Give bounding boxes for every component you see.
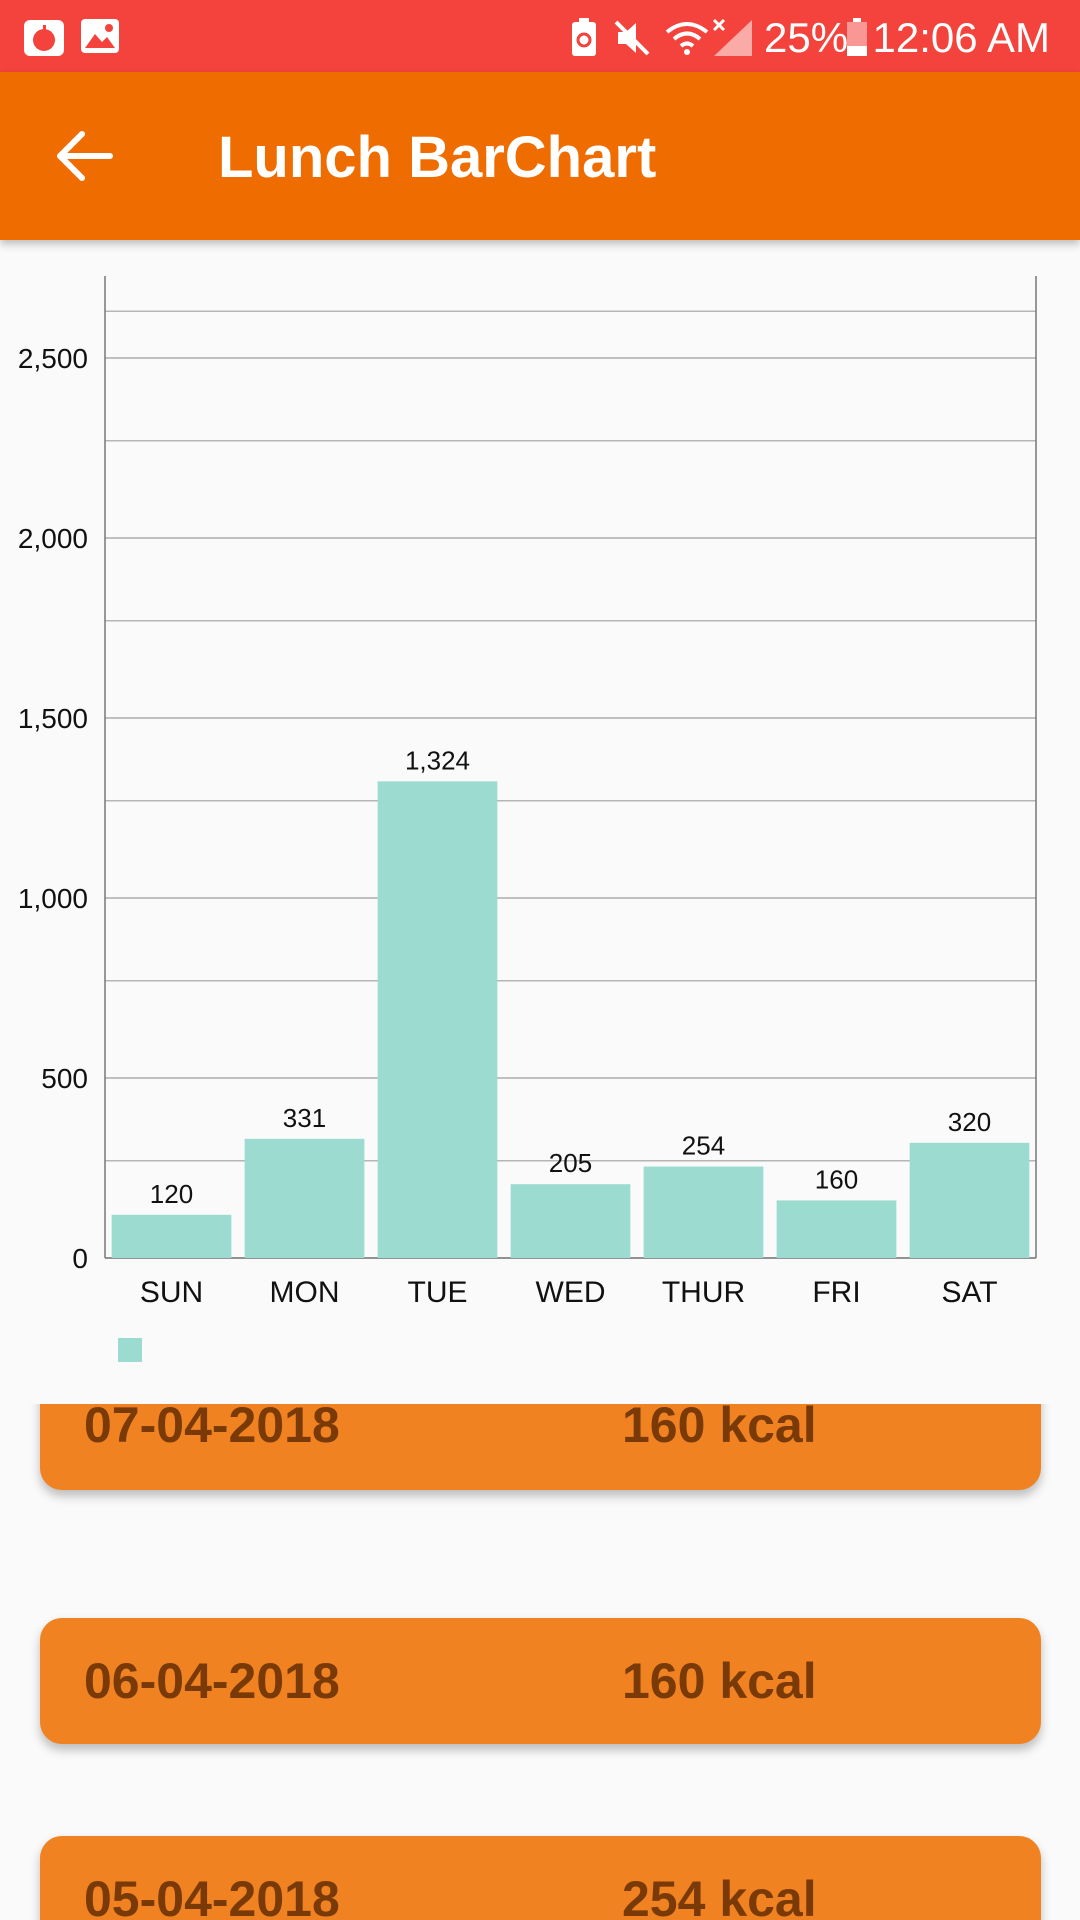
list-item-kcal: 160 kcal — [622, 1404, 817, 1453]
arrow-left-icon — [57, 131, 113, 181]
back-button[interactable] — [48, 116, 128, 196]
bar-value-label: 120 — [150, 1179, 193, 1209]
bar-value-label: 254 — [682, 1131, 725, 1161]
bar-sun[interactable] — [111, 1214, 232, 1258]
y-tick-label: 2,000 — [18, 523, 88, 554]
list-item-date: 05-04-2018 — [84, 1871, 340, 1920]
bar-value-label: 331 — [283, 1103, 326, 1133]
bar-wed[interactable] — [510, 1184, 631, 1258]
status-bar: 25% 12:06 AM — [0, 0, 1080, 72]
x-category-label: SAT — [941, 1276, 997, 1309]
signal-icon — [712, 18, 752, 56]
x-category-label: THUR — [662, 1276, 745, 1309]
bar-value-label: 160 — [815, 1164, 858, 1194]
x-category-label: WED — [536, 1276, 606, 1309]
chart-bars — [111, 781, 1030, 1258]
x-category-label: FRI — [812, 1276, 860, 1309]
battery-saver-icon — [572, 18, 596, 56]
bar-chart[interactable]: 0 500 1,000 1,500 2,000 2,500 120 SUN 331 MON 1,32… — [0, 240, 1080, 1400]
list-item-date: 07-04-2018 — [84, 1404, 340, 1453]
image-notification-icon — [81, 19, 119, 53]
list-item-date: 06-04-2018 — [84, 1653, 340, 1709]
y-tick-label: 1,500 — [18, 703, 88, 734]
x-category-label: SUN — [140, 1276, 203, 1309]
list-item[interactable]: 07-04-2018 160 kcal — [40, 1404, 1041, 1490]
bar-thur[interactable] — [643, 1166, 764, 1258]
battery-percent: 25% — [764, 14, 849, 61]
app-notification-icon — [24, 20, 64, 56]
chart-grid — [105, 310, 1036, 1259]
list-item[interactable]: 05-04-2018 254 kcal — [40, 1836, 1041, 1920]
bar-sat[interactable] — [909, 1142, 1030, 1258]
wifi-icon — [665, 22, 709, 55]
y-tick-label: 0 — [72, 1243, 88, 1274]
chart-legend — [118, 1338, 142, 1362]
lunch-history-list[interactable]: 07-04-2018 160 kcal 06-04-2018 160 kcal … — [0, 1404, 1080, 1920]
bar-value-label: 205 — [549, 1148, 592, 1178]
x-category-label: TUE — [408, 1276, 468, 1309]
battery-icon — [847, 18, 867, 56]
bar-chart-svg: 0 500 1,000 1,500 2,000 2,500 120 SUN 331 MON 1,32… — [18, 276, 1037, 1362]
x-category-label: MON — [270, 1276, 340, 1309]
legend-swatch — [118, 1338, 142, 1362]
bar-value-label: 320 — [948, 1107, 991, 1137]
chart-axes — [104, 276, 1037, 1259]
chart-labels: 0 500 1,000 1,500 2,000 2,500 120 SUN 331 MON 1,32… — [18, 343, 998, 1309]
bar-fri[interactable] — [776, 1200, 897, 1258]
app-bar: Lunch BarChart — [0, 72, 1080, 240]
list-item[interactable]: 06-04-2018 160 kcal — [40, 1618, 1041, 1744]
list-item-kcal: 160 kcal — [622, 1653, 817, 1709]
bar-mon[interactable] — [244, 1138, 365, 1258]
y-tick-label: 500 — [41, 1063, 88, 1094]
list-item-kcal: 254 kcal — [622, 1871, 817, 1920]
y-tick-label: 2,500 — [18, 343, 88, 374]
bar-value-label: 1,324 — [405, 745, 470, 775]
page-title: Lunch BarChart — [218, 125, 657, 190]
clock: 12:06 AM — [872, 14, 1050, 61]
y-tick-label: 1,000 — [18, 883, 88, 914]
mute-icon — [614, 20, 650, 56]
bar-tue[interactable] — [377, 781, 498, 1258]
